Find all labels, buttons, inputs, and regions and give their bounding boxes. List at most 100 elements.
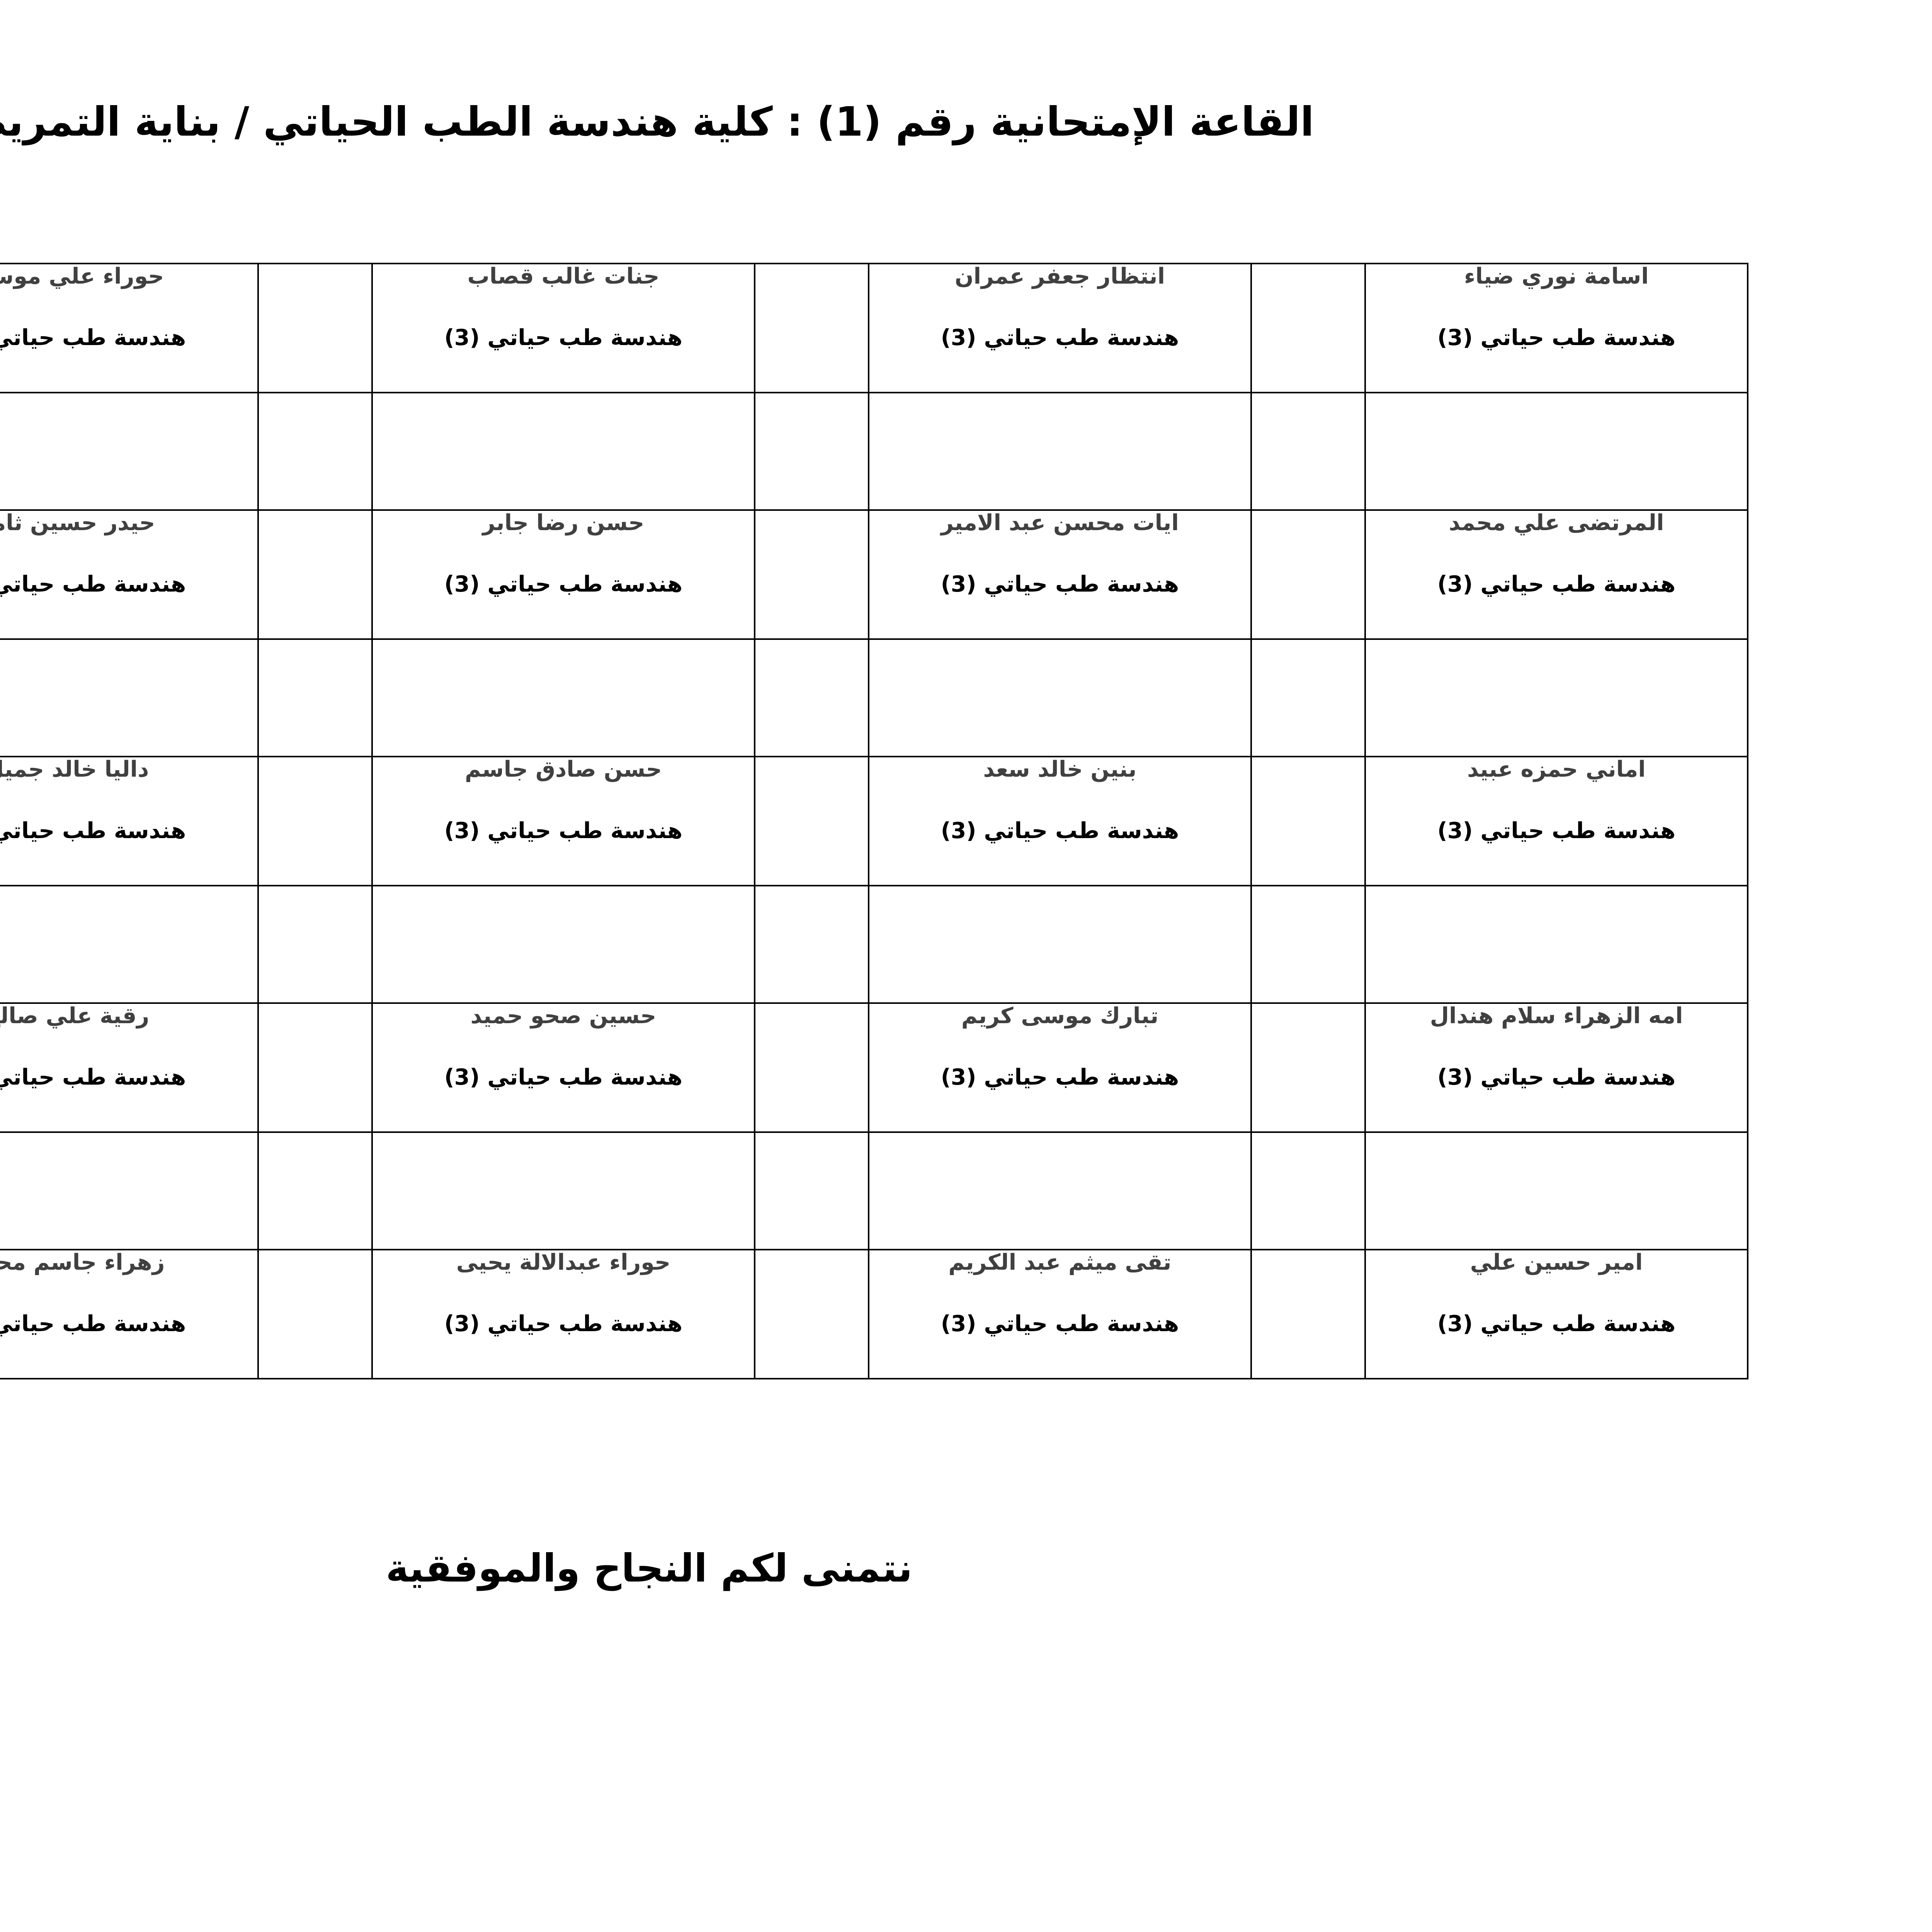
- seating-table-wrapper: اسامة نوري ضياء هندسة طب حياتي (3) انتظا…: [0, 263, 1841, 1379]
- spacer-cell: [1364, 638, 1748, 757]
- spacer-cell: [0, 392, 259, 511]
- spacer-row: [0, 392, 1748, 511]
- seating-chart-table: اسامة نوري ضياء هندسة طب حياتي (3) انتظا…: [0, 263, 1748, 1379]
- page-title: القاعة الإمتحانية رقم (1) : كلية هندسة ا…: [0, 98, 1314, 145]
- student-cell[interactable]: انتظار جعفر عمران هندسة طب حياتي (3): [868, 263, 1252, 393]
- student-name: ايات محسن عبد الامير: [941, 510, 1179, 536]
- student-department: هندسة طب حياتي (3): [1437, 1064, 1676, 1090]
- spacer-cell: [371, 638, 755, 757]
- student-department: هندسة طب حياتي (3): [444, 818, 683, 844]
- aisle-cell: [1250, 756, 1366, 886]
- aisle-cell: [754, 1002, 869, 1133]
- student-cell[interactable]: اماني حمزه عبيد هندسة طب حياتي (3): [1364, 756, 1748, 886]
- student-department: هندسة طب حياتي (3): [940, 571, 1179, 597]
- student-name: جنات غالب قصاب: [467, 264, 660, 289]
- spacer-cell: [754, 1131, 869, 1250]
- spacer-cell: [0, 638, 259, 757]
- spacer-cell: [1250, 885, 1366, 1004]
- student-cell[interactable]: حسن رضا جابر هندسة طب حياتي (3): [371, 509, 755, 640]
- student-department: هندسة طب حياتي (3): [1437, 571, 1676, 597]
- spacer-cell: [1364, 392, 1748, 511]
- spacer-cell: [371, 392, 755, 511]
- student-cell[interactable]: حسين صحو حميد هندسة طب حياتي (3): [371, 1002, 755, 1133]
- spacer-cell: [868, 392, 1252, 511]
- aisle-cell: [1250, 1249, 1366, 1379]
- spacer-cell: [868, 885, 1252, 1004]
- spacer-cell: [868, 1131, 1252, 1250]
- aisle-cell: [754, 756, 869, 886]
- student-name: اماني حمزه عبيد: [1467, 757, 1646, 782]
- student-cell[interactable]: امير حسين علي هندسة طب حياتي (3): [1364, 1249, 1748, 1379]
- spacer-cell: [0, 1131, 259, 1250]
- student-department: هندسة طب حياتي (3): [1437, 818, 1676, 844]
- student-name: حسن رضا جابر: [482, 510, 645, 536]
- student-cell[interactable]: اسامة نوري ضياء هندسة طب حياتي (3): [1364, 263, 1748, 393]
- student-cell[interactable]: تقى ميثم عبد الكريم هندسة طب حياتي (3): [868, 1249, 1252, 1379]
- aisle-cell: [257, 1249, 373, 1379]
- aisle-cell: [754, 1249, 869, 1379]
- student-department: هندسة طب حياتي (3): [1437, 325, 1676, 350]
- student-cell[interactable]: المرتضى علي محمد هندسة طب حياتي (3): [1364, 509, 1748, 640]
- aisle-cell: [257, 263, 373, 393]
- student-cell[interactable]: بنين خالد سعد هندسة طب حياتي (3): [868, 756, 1252, 886]
- student-cell[interactable]: تبارك موسى كريم هندسة طب حياتي (3): [868, 1002, 1252, 1133]
- spacer-cell: [754, 392, 869, 511]
- table-row: اماني حمزه عبيد هندسة طب حياتي (3) بنين …: [0, 756, 1748, 886]
- student-name: اسامة نوري ضياء: [1464, 264, 1649, 289]
- student-name: تبارك موسى كريم: [961, 1003, 1159, 1029]
- aisle-cell: [1250, 509, 1366, 640]
- table-row: اسامة نوري ضياء هندسة طب حياتي (3) انتظا…: [0, 263, 1748, 393]
- student-cell[interactable]: حوراء علي موسى هندسة طب حياتي (3): [0, 263, 259, 393]
- student-name: حوراء علي موسى: [0, 264, 164, 289]
- student-cell[interactable]: جنات غالب قصاب هندسة طب حياتي (3): [371, 263, 755, 393]
- table-row: امير حسين علي هندسة طب حياتي (3) تقى ميث…: [0, 1249, 1748, 1379]
- good-luck-note: نتمنى لكم النجاح والموفقية: [386, 1546, 913, 1591]
- student-name: رقية علي صالح: [0, 1003, 150, 1029]
- spacer-cell: [1250, 392, 1366, 511]
- aisle-cell: [257, 509, 373, 640]
- spacer-cell: [1250, 1131, 1366, 1250]
- student-department: هندسة طب حياتي (3): [940, 325, 1179, 350]
- student-name: زهراء جاسم محمد: [0, 1250, 165, 1275]
- student-cell[interactable]: حسن صادق جاسم هندسة طب حياتي (3): [371, 756, 755, 886]
- student-department: هندسة طب حياتي (3): [940, 1311, 1179, 1337]
- spacer-cell: [257, 1131, 373, 1250]
- student-cell[interactable]: امه الزهراء سلام هندال هندسة طب حياتي (3…: [1364, 1002, 1748, 1133]
- aisle-cell: [1250, 1002, 1366, 1133]
- student-cell[interactable]: رقية علي صالح هندسة طب حياتي (3): [0, 1002, 259, 1133]
- student-name: داليا خالد جميل: [0, 757, 149, 782]
- aisle-cell: [1250, 263, 1366, 393]
- student-department: هندسة طب حياتي (3): [0, 325, 186, 350]
- student-department: هندسة طب حياتي (3): [0, 1064, 186, 1090]
- student-department: هندسة طب حياتي (3): [444, 571, 683, 597]
- spacer-cell: [257, 638, 373, 757]
- spacer-cell: [868, 638, 1252, 757]
- student-cell[interactable]: ايات محسن عبد الامير هندسة طب حياتي (3): [868, 509, 1252, 640]
- table-row: المرتضى علي محمد هندسة طب حياتي (3) ايات…: [0, 509, 1748, 640]
- student-department: هندسة طب حياتي (3): [444, 1311, 683, 1337]
- student-cell[interactable]: داليا خالد جميل هندسة طب حياتي (3): [0, 756, 259, 886]
- spacer-cell: [371, 885, 755, 1004]
- spacer-row: [0, 885, 1748, 1004]
- student-department: هندسة طب حياتي (3): [0, 1311, 186, 1337]
- aisle-cell: [754, 263, 869, 393]
- student-name: تقى ميثم عبد الكريم: [948, 1250, 1172, 1275]
- student-cell[interactable]: حيدر حسين ثامر هندسة طب حياتي (3): [0, 509, 259, 640]
- student-department: هندسة طب حياتي (3): [940, 818, 1179, 844]
- student-cell[interactable]: حوراء عبدالالة يحيى هندسة طب حياتي (3): [371, 1249, 755, 1379]
- spacer-cell: [371, 1131, 755, 1250]
- spacer-cell: [1250, 638, 1366, 757]
- student-cell[interactable]: زهراء جاسم محمد هندسة طب حياتي (3): [0, 1249, 259, 1379]
- spacer-cell: [1364, 885, 1748, 1004]
- student-department: هندسة طب حياتي (3): [444, 325, 683, 350]
- spacer-cell: [1364, 1131, 1748, 1250]
- student-department: هندسة طب حياتي (3): [0, 571, 186, 597]
- spacer-cell: [754, 638, 869, 757]
- student-name: حسن صادق جاسم: [465, 757, 662, 782]
- spacer-cell: [754, 885, 869, 1004]
- student-name: حوراء عبدالالة يحيى: [456, 1250, 671, 1275]
- student-name: بنين خالد سعد: [983, 757, 1137, 782]
- table-row: امه الزهراء سلام هندال هندسة طب حياتي (3…: [0, 1002, 1748, 1133]
- student-name: حسين صحو حميد: [470, 1003, 656, 1029]
